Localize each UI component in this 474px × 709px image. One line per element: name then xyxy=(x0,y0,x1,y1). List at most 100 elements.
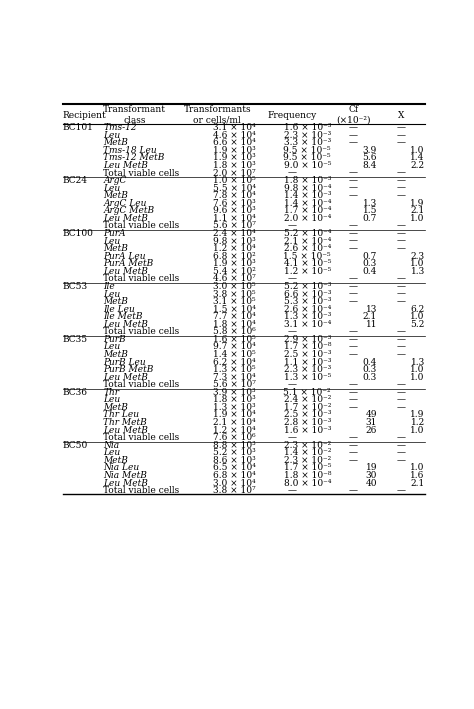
Text: 1.4 × 10⁻⁴: 1.4 × 10⁻⁴ xyxy=(283,199,331,208)
Text: 1.0: 1.0 xyxy=(410,146,425,155)
Text: 1.8 × 10⁴: 1.8 × 10⁴ xyxy=(213,320,256,329)
Text: 1.0: 1.0 xyxy=(410,259,425,268)
Text: 7.7 × 10⁴: 7.7 × 10⁴ xyxy=(213,312,256,321)
Text: 8.6 × 10³: 8.6 × 10³ xyxy=(213,456,256,465)
Text: 1.2 × 10⁴: 1.2 × 10⁴ xyxy=(213,244,256,253)
Text: 3.8 × 10⁷: 3.8 × 10⁷ xyxy=(213,486,256,495)
Text: 1.2 × 10⁴: 1.2 × 10⁴ xyxy=(213,425,256,435)
Text: 31: 31 xyxy=(365,418,377,427)
Text: 2.6 × 10⁻⁴: 2.6 × 10⁻⁴ xyxy=(284,305,331,313)
Text: Leu: Leu xyxy=(103,184,120,193)
Text: X: X xyxy=(398,111,404,120)
Text: 2.3 × 10⁻²: 2.3 × 10⁻² xyxy=(284,441,331,450)
Text: 9.8 × 10³: 9.8 × 10³ xyxy=(213,237,256,245)
Text: 1.9 × 10⁴: 1.9 × 10⁴ xyxy=(213,411,256,420)
Text: —: — xyxy=(349,289,357,298)
Text: —: — xyxy=(349,396,357,404)
Text: —: — xyxy=(396,221,405,230)
Text: MetB: MetB xyxy=(103,191,128,200)
Text: 6.6 × 10⁴: 6.6 × 10⁴ xyxy=(213,138,256,147)
Text: 9.6 × 10³: 9.6 × 10³ xyxy=(213,206,256,216)
Text: 6.5 × 10⁴: 6.5 × 10⁴ xyxy=(213,464,256,472)
Text: —: — xyxy=(396,403,405,412)
Text: 5.6 × 10⁷: 5.6 × 10⁷ xyxy=(213,380,256,389)
Text: 26: 26 xyxy=(365,425,377,435)
Text: —: — xyxy=(288,169,297,177)
Text: —: — xyxy=(288,433,297,442)
Text: —: — xyxy=(349,456,357,465)
Text: MetB: MetB xyxy=(103,350,128,359)
Text: 1.0: 1.0 xyxy=(410,464,425,472)
Text: BC53: BC53 xyxy=(63,282,88,291)
Text: Recipient: Recipient xyxy=(63,111,107,120)
Text: —: — xyxy=(349,221,357,230)
Text: Leu: Leu xyxy=(103,342,120,352)
Text: —: — xyxy=(349,486,357,495)
Text: PurA: PurA xyxy=(103,229,126,238)
Text: 7.3 × 10⁴: 7.3 × 10⁴ xyxy=(213,373,256,381)
Text: 2.2: 2.2 xyxy=(410,161,425,170)
Text: 2.3 × 10⁻³: 2.3 × 10⁻³ xyxy=(284,130,331,140)
Text: 1.6 × 10⁵: 1.6 × 10⁵ xyxy=(213,335,256,344)
Text: —: — xyxy=(349,335,357,344)
Text: PurB MetB: PurB MetB xyxy=(103,365,154,374)
Text: Thr: Thr xyxy=(103,388,119,397)
Text: 1.4: 1.4 xyxy=(410,153,425,162)
Text: 2.3 × 10⁻²: 2.3 × 10⁻² xyxy=(284,456,331,465)
Text: 1.3 × 10⁻³: 1.3 × 10⁻³ xyxy=(284,312,331,321)
Text: 6.6 × 10⁻³: 6.6 × 10⁻³ xyxy=(283,289,331,298)
Text: 2.0 × 10⁷: 2.0 × 10⁷ xyxy=(213,169,256,177)
Text: ArgC MetB: ArgC MetB xyxy=(103,206,155,216)
Text: —: — xyxy=(396,289,405,298)
Text: 1.7 × 10⁻⁸: 1.7 × 10⁻⁸ xyxy=(283,342,331,352)
Text: Total viable cells: Total viable cells xyxy=(103,380,180,389)
Text: Cf
(×10⁻²): Cf (×10⁻²) xyxy=(336,106,370,125)
Text: 2.5 × 10⁻³: 2.5 × 10⁻³ xyxy=(283,350,331,359)
Text: MetB: MetB xyxy=(103,244,128,253)
Text: 3.1 × 10⁵: 3.1 × 10⁵ xyxy=(213,297,256,306)
Text: 2.5 × 10⁻³: 2.5 × 10⁻³ xyxy=(283,411,331,420)
Text: 2.4 × 10⁴: 2.4 × 10⁴ xyxy=(213,229,256,238)
Text: Leu: Leu xyxy=(103,130,120,140)
Text: 1.3: 1.3 xyxy=(363,199,377,208)
Text: 1.8 × 10⁻³: 1.8 × 10⁻³ xyxy=(283,176,331,185)
Text: Thr Leu: Thr Leu xyxy=(103,411,139,420)
Text: —: — xyxy=(349,274,357,284)
Text: 5.3 × 10⁻³: 5.3 × 10⁻³ xyxy=(283,297,331,306)
Text: 1.5: 1.5 xyxy=(363,206,377,216)
Text: —: — xyxy=(349,297,357,306)
Text: 1.9 × 10³: 1.9 × 10³ xyxy=(213,153,256,162)
Text: —: — xyxy=(288,380,297,389)
Text: 8.4: 8.4 xyxy=(363,161,377,170)
Text: —: — xyxy=(349,380,357,389)
Text: 3.0 × 10⁵: 3.0 × 10⁵ xyxy=(213,282,256,291)
Text: —: — xyxy=(349,244,357,253)
Text: —: — xyxy=(349,433,357,442)
Text: 1.8 × 10³: 1.8 × 10³ xyxy=(213,396,256,404)
Text: BC50: BC50 xyxy=(63,441,88,450)
Text: Leu: Leu xyxy=(103,396,120,404)
Text: —: — xyxy=(396,244,405,253)
Text: —: — xyxy=(396,456,405,465)
Text: —: — xyxy=(349,184,357,193)
Text: 3.0 × 10⁴: 3.0 × 10⁴ xyxy=(213,479,256,488)
Text: Thr MetB: Thr MetB xyxy=(103,418,147,427)
Text: 2.9 × 10⁻³: 2.9 × 10⁻³ xyxy=(284,335,331,344)
Text: 1.8 × 10⁻⁸: 1.8 × 10⁻⁸ xyxy=(283,471,331,480)
Text: —: — xyxy=(349,448,357,457)
Text: Leu MetB: Leu MetB xyxy=(103,161,148,170)
Text: 3.3 × 10⁻³: 3.3 × 10⁻³ xyxy=(284,138,331,147)
Text: ArgC: ArgC xyxy=(103,176,127,185)
Text: —: — xyxy=(349,176,357,185)
Text: Total viable cells: Total viable cells xyxy=(103,433,180,442)
Text: 1.5 × 10⁴: 1.5 × 10⁴ xyxy=(213,305,256,313)
Text: —: — xyxy=(396,274,405,284)
Text: 30: 30 xyxy=(365,471,377,480)
Text: Total viable cells: Total viable cells xyxy=(103,274,180,284)
Text: 1.3: 1.3 xyxy=(410,267,425,276)
Text: 7.6 × 10³: 7.6 × 10³ xyxy=(213,199,256,208)
Text: —: — xyxy=(396,282,405,291)
Text: 49: 49 xyxy=(365,411,377,420)
Text: 2.6 × 10⁻⁴: 2.6 × 10⁻⁴ xyxy=(284,244,331,253)
Text: 7.6 × 10⁶: 7.6 × 10⁶ xyxy=(213,433,256,442)
